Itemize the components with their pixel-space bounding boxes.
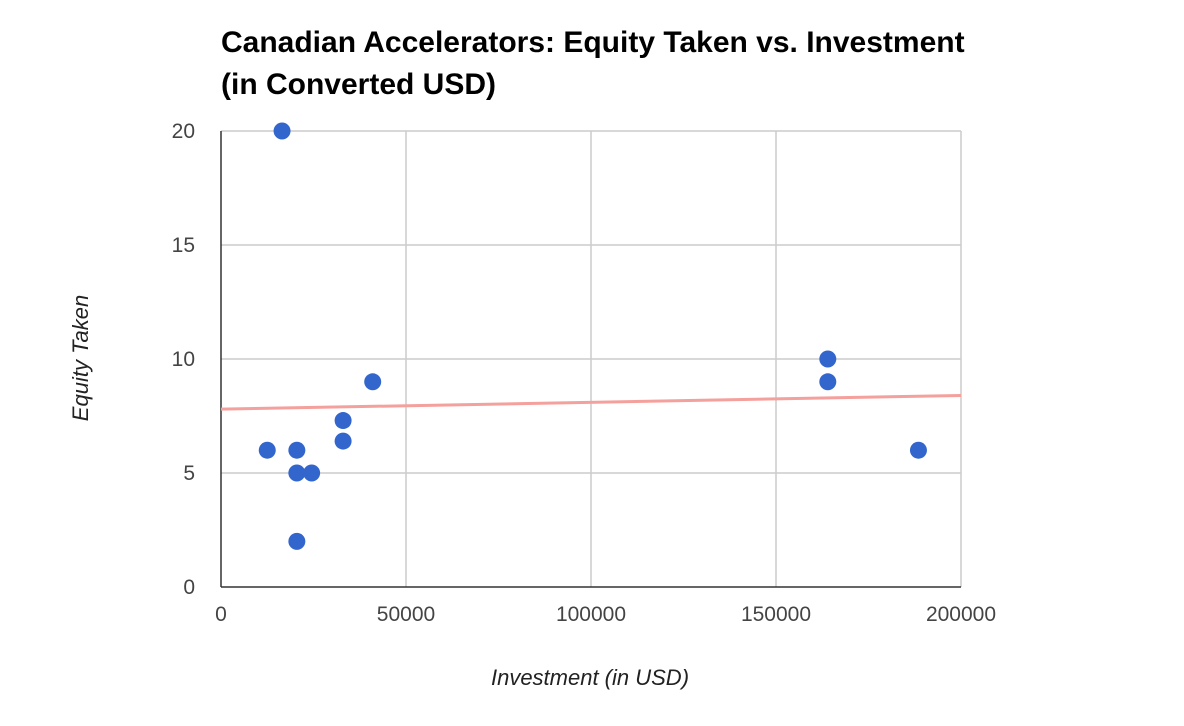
y-tick-label: 0 — [183, 576, 195, 599]
tick-labels: 0 50000 100000 150000 200000 0 5 10 15 20 — [172, 120, 996, 626]
x-tick-label: 0 — [215, 603, 227, 626]
y-axis-title: Equity Taken — [68, 295, 93, 421]
data-point — [334, 432, 352, 450]
data-points — [258, 122, 927, 550]
x-tick-label: 150000 — [741, 603, 811, 626]
y-tick-label: 20 — [172, 120, 195, 143]
trendline-layer — [220, 393, 962, 411]
trendline — [220, 393, 962, 411]
data-point — [288, 441, 306, 459]
data-point — [819, 373, 837, 391]
x-tick-label: 200000 — [926, 603, 996, 626]
data-point — [303, 464, 321, 482]
gridlines — [221, 130, 962, 587]
data-point — [819, 350, 837, 368]
x-axis-title: Investment (in USD) — [491, 665, 689, 690]
data-point — [364, 373, 382, 391]
data-point — [334, 412, 352, 430]
y-tick-label: 10 — [172, 348, 195, 371]
axes — [220, 131, 961, 588]
y-tick-label: 5 — [183, 462, 195, 485]
y-tick-label: 15 — [172, 234, 195, 257]
data-point — [288, 532, 306, 550]
x-tick-label: 100000 — [556, 603, 626, 626]
data-point — [273, 122, 291, 140]
data-point — [288, 464, 306, 482]
data-point — [258, 441, 276, 459]
data-point — [909, 441, 927, 459]
chart-title: Canadian Accelerators: Equity Taken vs. … — [221, 26, 965, 101]
x-tick-label: 50000 — [377, 603, 435, 626]
